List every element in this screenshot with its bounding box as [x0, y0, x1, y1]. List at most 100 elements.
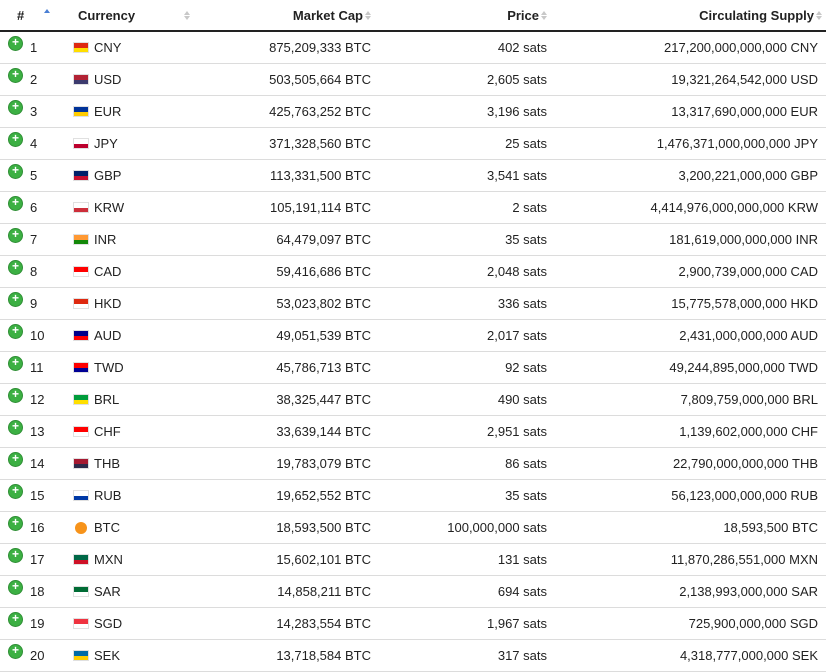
- supply-value: 2,431,000,000,000 AUD: [679, 328, 818, 343]
- header-market-cap-label: Market Cap: [292, 7, 363, 23]
- price-value: 86 sats: [505, 456, 547, 471]
- expand-row-button[interactable]: [8, 292, 23, 307]
- flag-cny-icon: [73, 42, 89, 53]
- sort-icon[interactable]: [541, 10, 547, 20]
- currency-code: SEK: [94, 648, 121, 663]
- flag-sar-icon: [73, 586, 89, 597]
- supply-value: 19,321,264,542,000 USD: [671, 72, 818, 87]
- expand-row-button[interactable]: [8, 644, 23, 659]
- price-value: 1,967 sats: [487, 616, 547, 631]
- price-value: 694 sats: [497, 584, 547, 599]
- rank-value: 8: [30, 264, 38, 279]
- sort-icon[interactable]: [184, 10, 190, 20]
- currency-code: BRL: [94, 392, 120, 407]
- header-supply[interactable]: Circulating Supply: [547, 0, 826, 32]
- price-value: 2,951 sats: [487, 424, 547, 439]
- price-value: 3,196 sats: [487, 104, 547, 119]
- market-cap-value: 49,051,539 BTC: [276, 328, 371, 343]
- currency-code: THB: [94, 456, 120, 471]
- flag-rub-icon: [73, 490, 89, 501]
- flag-cad-icon: [73, 266, 89, 277]
- price-value: 92 sats: [505, 360, 547, 375]
- expand-row-button[interactable]: [8, 484, 23, 499]
- header-currency[interactable]: Currency: [68, 0, 198, 32]
- currency-code: GBP: [94, 168, 122, 183]
- supply-value: 2,138,993,000,000 SAR: [679, 584, 818, 599]
- flag-hkd-icon: [73, 298, 89, 309]
- expand-row-button[interactable]: [8, 36, 23, 51]
- expand-row-button[interactable]: [8, 580, 23, 595]
- table-row: 4 JPY 371,328,560 BTC 25 sats 1,476,371,…: [0, 127, 826, 160]
- currency-code: USD: [94, 72, 122, 87]
- sort-asc-icon[interactable]: [44, 8, 51, 14]
- table-row: 3 EUR 425,763,252 BTC 3,196 sats 13,317,…: [0, 95, 826, 128]
- header-supply-label: Circulating Supply: [699, 7, 814, 23]
- price-value: 2,048 sats: [487, 264, 547, 279]
- header-rank[interactable]: #: [0, 0, 68, 32]
- price-value: 2 sats: [512, 200, 547, 215]
- rank-value: 18: [30, 584, 45, 599]
- supply-value: 49,244,895,000,000 TWD: [669, 360, 818, 375]
- currency-code: TWD: [94, 360, 124, 375]
- price-value: 490 sats: [497, 392, 547, 407]
- expand-row-button[interactable]: [8, 228, 23, 243]
- flag-mxn-icon: [73, 554, 89, 565]
- expand-row-button[interactable]: [8, 100, 23, 115]
- rank-value: 16: [30, 520, 45, 535]
- expand-row-button[interactable]: [8, 132, 23, 147]
- table-row: 17 MXN 15,602,101 BTC 131 sats 11,870,28…: [0, 543, 826, 576]
- currency-code: CNY: [94, 40, 122, 55]
- supply-value: 11,870,286,551,000 MXN: [670, 552, 818, 567]
- currency-code: KRW: [94, 200, 125, 215]
- rank-value: 20: [30, 648, 45, 663]
- rank-value: 14: [30, 456, 45, 471]
- supply-value: 217,200,000,000,000 CNY: [664, 40, 818, 55]
- rank-value: 11: [30, 360, 44, 375]
- expand-row-button[interactable]: [8, 68, 23, 83]
- expand-row-button[interactable]: [8, 516, 23, 531]
- expand-row-button[interactable]: [8, 420, 23, 435]
- supply-value: 13,317,690,000,000 EUR: [671, 104, 818, 119]
- table-row: 8 CAD 59,416,686 BTC 2,048 sats 2,900,73…: [0, 255, 826, 288]
- currency-code: HKD: [94, 296, 122, 311]
- rank-value: 9: [30, 296, 38, 311]
- header-market-cap[interactable]: Market Cap: [198, 0, 371, 32]
- supply-value: 7,809,759,000,000 BRL: [680, 392, 818, 407]
- header-price-label: Price: [507, 7, 539, 23]
- price-value: 2,017 sats: [487, 328, 547, 343]
- expand-row-button[interactable]: [8, 612, 23, 627]
- sort-icon[interactable]: [816, 10, 822, 20]
- currency-code: CHF: [94, 424, 121, 439]
- rank-value: 10: [30, 328, 45, 343]
- expand-row-button[interactable]: [8, 324, 23, 339]
- rank-value: 5: [30, 168, 38, 183]
- table-row: 19 SGD 14,283,554 BTC 1,967 sats 725,900…: [0, 607, 826, 640]
- expand-row-button[interactable]: [8, 356, 23, 371]
- currency-code: SGD: [94, 616, 123, 631]
- table-row: 20 SEK 13,718,584 BTC 317 sats 4,318,777…: [0, 639, 826, 672]
- market-cap-value: 875,209,333 BTC: [269, 40, 371, 55]
- expand-row-button[interactable]: [8, 388, 23, 403]
- rank-value: 19: [30, 616, 45, 631]
- supply-value: 1,476,371,000,000,000 JPY: [656, 136, 818, 151]
- market-cap-value: 45,786,713 BTC: [276, 360, 371, 375]
- market-cap-value: 19,783,079 BTC: [276, 456, 371, 471]
- market-cap-value: 15,602,101 BTC: [276, 552, 371, 567]
- sort-icon[interactable]: [365, 10, 371, 20]
- table-row: 6 KRW 105,191,114 BTC 2 sats 4,414,976,0…: [0, 191, 826, 224]
- expand-row-button[interactable]: [8, 164, 23, 179]
- rank-value: 12: [30, 392, 45, 407]
- expand-row-button[interactable]: [8, 260, 23, 275]
- flag-sek-icon: [73, 650, 89, 661]
- expand-row-button[interactable]: [8, 548, 23, 563]
- header-price[interactable]: Price: [371, 0, 547, 32]
- rank-value: 7: [30, 232, 38, 247]
- expand-row-button[interactable]: [8, 196, 23, 211]
- flag-gbp-icon: [73, 170, 89, 181]
- price-value: 402 sats: [497, 40, 547, 55]
- currency-code: MXN: [94, 552, 123, 567]
- expand-row-button[interactable]: [8, 452, 23, 467]
- flag-jpy-icon: [73, 138, 89, 149]
- table-row: 1 CNY 875,209,333 BTC 402 sats 217,200,0…: [0, 31, 826, 64]
- table-row: 10 AUD 49,051,539 BTC 2,017 sats 2,431,0…: [0, 319, 826, 352]
